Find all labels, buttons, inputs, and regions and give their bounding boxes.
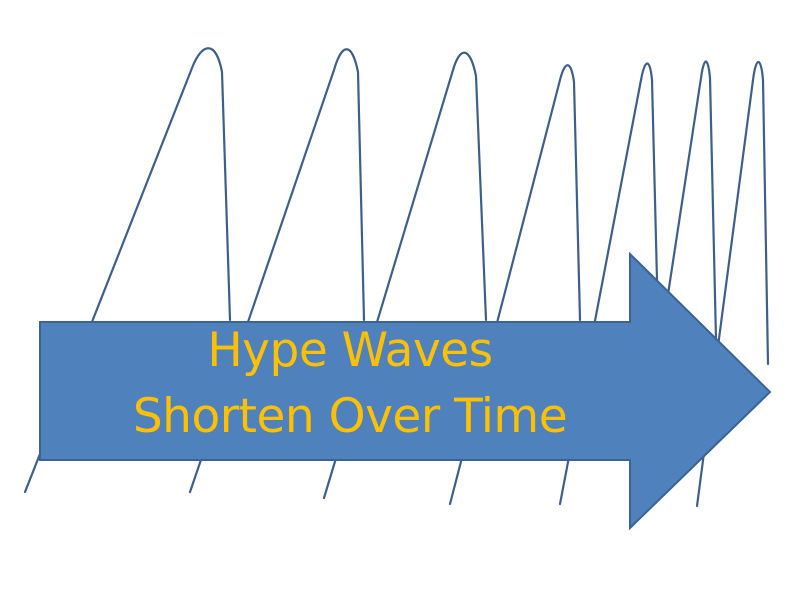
hype-wave-7	[695, 60, 770, 508]
hype-wave-1	[23, 47, 232, 494]
timeline-arrow	[39, 251, 772, 531]
hype-wave-6	[634, 60, 718, 506]
hype-wave-5	[558, 62, 660, 506]
hype-wave-4	[448, 64, 582, 506]
hype-wave-2	[188, 48, 366, 494]
hype-waves	[23, 47, 770, 508]
hype-wave-3	[322, 51, 488, 500]
arrow-label-line-1: Hype Waves	[207, 323, 493, 378]
arrow-label: Hype Waves Shorten Over Time	[60, 318, 640, 450]
arrow-label-line-2: Shorten Over Time	[132, 389, 568, 444]
